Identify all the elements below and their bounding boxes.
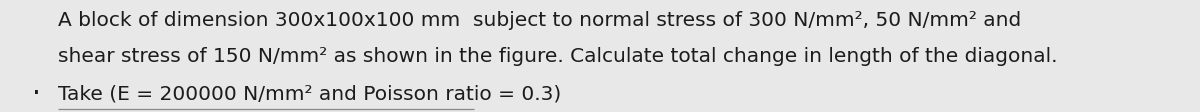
Text: shear stress of 150 N/mm² as shown in the figure. Calculate total change in leng: shear stress of 150 N/mm² as shown in th… [58,47,1057,65]
Text: ·: · [31,79,41,107]
Text: Take (E = 200000 N/mm² and Poisson ratio = 0.3): Take (E = 200000 N/mm² and Poisson ratio… [58,84,560,102]
Text: A block of dimension 300x100x100 mm  subject to normal stress of 300 N/mm², 50 N: A block of dimension 300x100x100 mm subj… [58,11,1021,30]
